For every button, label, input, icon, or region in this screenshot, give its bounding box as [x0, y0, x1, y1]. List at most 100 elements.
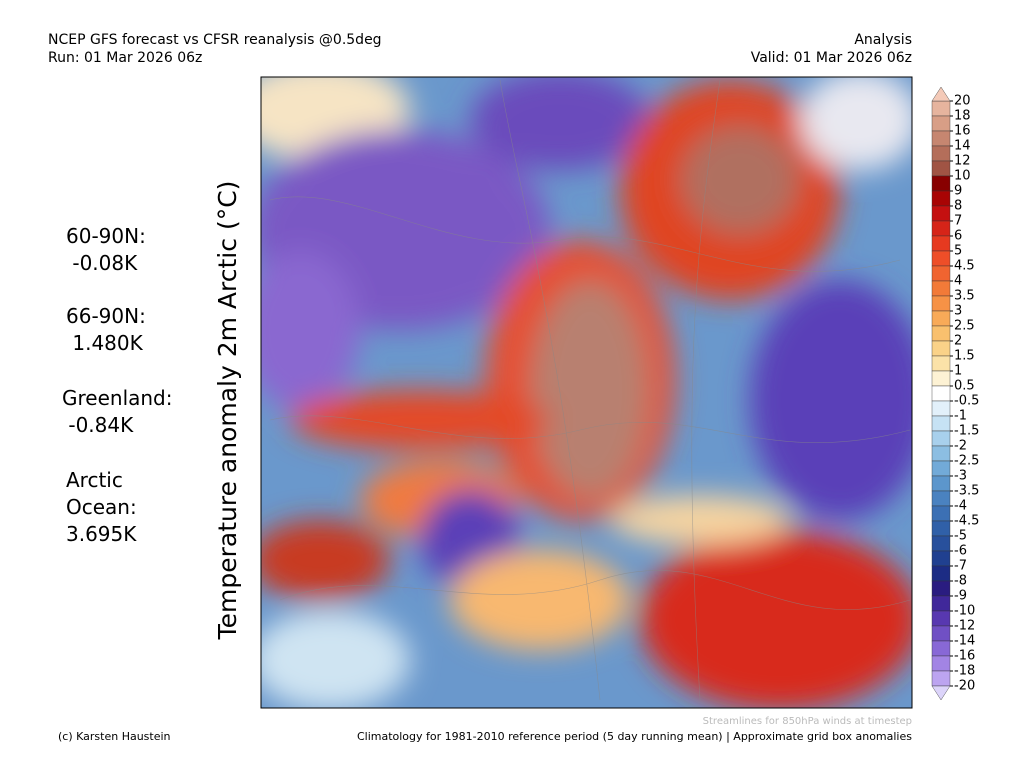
- colorbar-swatch: [931, 235, 951, 252]
- colorbar-swatch: [931, 325, 951, 342]
- valid-line: Valid: 01 Mar 2026 06z: [751, 50, 912, 66]
- colorbar-swatch: [931, 415, 951, 432]
- colorbar-label: -8: [954, 574, 967, 589]
- colorbar-label: 20: [954, 94, 971, 109]
- colorbar-swatch: [931, 445, 951, 462]
- climatology-note: Climatology for 1981-2010 reference peri…: [357, 730, 912, 743]
- colorbar-label: -6: [954, 544, 967, 559]
- colorbar-swatch: [931, 430, 951, 447]
- colorbar-label: 3: [954, 304, 962, 319]
- colorbar-label: 10: [954, 169, 971, 184]
- colorbar-label: 14: [954, 139, 971, 154]
- colorbar-swatch: [931, 310, 951, 327]
- stat-text: Greenland:: [62, 386, 173, 410]
- colorbar: 201816141210987654.543.532.521.510.5-0.5…: [931, 86, 979, 701]
- colorbar-label: -4.5: [954, 514, 979, 529]
- colorbar-label: 7: [954, 214, 962, 229]
- colorbar-label: -4: [954, 499, 967, 514]
- colorbar-swatch: [931, 655, 951, 672]
- colorbar-label: 3.5: [954, 289, 975, 304]
- colorbar-swatch: [931, 295, 951, 312]
- colorbar-label: -10: [954, 604, 975, 619]
- colorbar-label: 8: [954, 199, 962, 214]
- map: [261, 77, 912, 708]
- colorbar-label: 5: [954, 244, 962, 259]
- colorbar-label: 1.5: [954, 349, 975, 364]
- colorbar-swatch: [931, 280, 951, 297]
- colorbar-swatch: [931, 580, 951, 597]
- colorbar-swatch: [931, 610, 951, 627]
- colorbar-swatch: [931, 550, 951, 567]
- colorbar-label: 4: [954, 274, 962, 289]
- colorbar-label: 12: [954, 154, 971, 169]
- stat-text: -0.08K: [66, 251, 138, 275]
- colorbar-swatch: [931, 625, 951, 642]
- colorbar-label: -12: [954, 619, 975, 634]
- colorbar-swatch: [931, 100, 951, 117]
- stat-text: 60-90N:: [66, 224, 146, 248]
- stat-text: Ocean:: [66, 495, 137, 519]
- colorbar-swatch: [931, 160, 951, 177]
- colorbar-label: 18: [954, 109, 971, 124]
- colorbar-swatch: [931, 385, 951, 402]
- colorbar-label: -1: [954, 409, 967, 424]
- colorbar-bottom-arrow: [931, 685, 951, 701]
- colorbar-top-arrow: [931, 86, 951, 102]
- analysis-label: Analysis: [854, 32, 912, 48]
- colorbar-swatch: [931, 220, 951, 237]
- colorbar-swatch: [931, 535, 951, 552]
- run-line: Run: 01 Mar 2026 06z: [48, 50, 202, 66]
- colorbar-swatch: [931, 490, 951, 507]
- colorbar-label: 2.5: [954, 319, 975, 334]
- colorbar-label: -7: [954, 559, 967, 574]
- colorbar-label: -14: [954, 634, 975, 649]
- colorbar-swatch: [931, 460, 951, 477]
- credit: (c) Karsten Haustein: [58, 730, 171, 743]
- colorbar-swatch: [931, 355, 951, 372]
- title-line: NCEP GFS forecast vs CFSR reanalysis @0.…: [48, 32, 382, 48]
- colorbar-swatch: [931, 130, 951, 147]
- colorbar-swatch: [931, 145, 951, 162]
- colorbar-label: -9: [954, 589, 967, 604]
- colorbar-label: -2: [954, 439, 967, 454]
- colorbar-swatch: [931, 340, 951, 357]
- stat-text: 3.695K: [66, 522, 137, 546]
- colorbar-swatch: [931, 250, 951, 267]
- colorbar-label: -3.5: [954, 484, 979, 499]
- colorbar-label: -16: [954, 649, 975, 664]
- map-frame: [260, 76, 913, 709]
- colorbar-swatch: [931, 520, 951, 537]
- colorbar-swatch: [931, 370, 951, 387]
- colorbar-swatch: [931, 175, 951, 192]
- stat-text: 1.480K: [66, 331, 144, 355]
- stats-panel: 60-90N: -0.08K 66-90N: 1.480K Greenland: -…: [62, 224, 173, 546]
- colorbar-label: 1: [954, 364, 962, 379]
- colorbar-label: 2: [954, 334, 962, 349]
- colorbar-label: 6: [954, 229, 962, 244]
- colorbar-label: 16: [954, 124, 971, 139]
- colorbar-swatch: [931, 640, 951, 657]
- y-axis-label: Temperature anomaly 2m Arctic (°C): [213, 181, 242, 641]
- colorbar-swatch: [931, 190, 951, 207]
- colorbar-label: -18: [954, 664, 975, 679]
- colorbar-swatch: [931, 400, 951, 417]
- colorbar-swatch: [931, 475, 951, 492]
- colorbar-label: -1.5: [954, 424, 979, 439]
- stat-text: -0.84K: [62, 413, 134, 437]
- colorbar-swatch: [931, 505, 951, 522]
- streamlines-note: Streamlines for 850hPa winds at timestep: [703, 716, 912, 727]
- colorbar-swatch: [931, 565, 951, 582]
- colorbar-label: -2.5: [954, 454, 979, 469]
- colorbar-swatch: [931, 595, 951, 612]
- colorbar-swatch: [931, 265, 951, 282]
- stat-text: Arctic: [66, 468, 123, 492]
- colorbar-swatch: [931, 670, 951, 687]
- colorbar-swatch: [931, 205, 951, 222]
- colorbar-label: 9: [954, 184, 962, 199]
- colorbar-swatch: [931, 115, 951, 132]
- stat-text: 66-90N:: [66, 304, 146, 328]
- colorbar-label: 0.5: [954, 379, 975, 394]
- colorbar-label: -5: [954, 529, 967, 544]
- colorbar-label: 4.5: [954, 259, 975, 274]
